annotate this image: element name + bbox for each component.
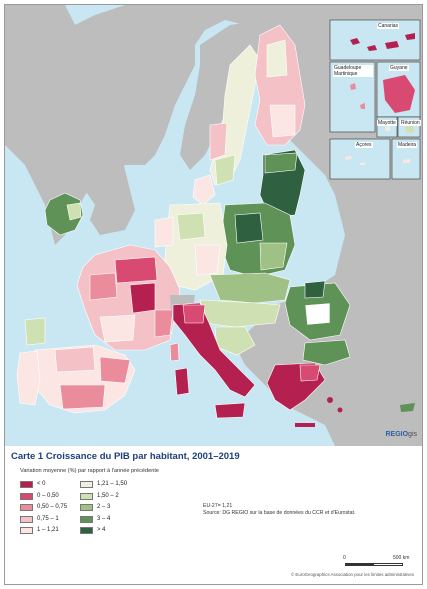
regiogis-brand: REGIOgis [385,431,417,438]
legend-item: 1,21 – 1,50 [80,480,127,489]
brand-regio: REGIO [385,431,409,438]
legend-swatch [80,527,93,534]
inset-label-reunion: Réunion [400,120,421,126]
corsica [169,342,180,362]
inset-label-acores: Açores [355,142,373,148]
legend-swatch [20,492,33,500]
legend-label: 2 – 3 [97,504,111,510]
denmark [192,174,216,206]
scale-end: 500 km [393,555,410,561]
europe-map [5,5,422,446]
portugal [16,350,41,406]
legend-item: 1 – 1,21 [20,526,59,535]
legend-swatch [80,492,93,500]
legend-swatch [80,481,93,488]
sardinia [174,367,190,396]
scale-bar: 0 500 km [341,555,411,569]
inset-label-guadeloupe: Guadeloupe Martinique [333,65,373,77]
uk-land [83,130,135,235]
legend: < 0 0 – 0,50 0,50 – 0,75 0,75 – 1 1 – 1,21 1,… [20,480,240,540]
bulgaria [302,339,351,366]
legend-panel: Carte 1 Croissance du PIB par habitant, … [5,449,422,584]
legend-item: 0 – 0,50 [20,492,59,501]
italy [172,302,256,398]
legend-label: 1,50 – 2 [97,492,119,499]
austria-hungary [199,299,281,328]
legend-swatch [20,515,33,523]
legend-swatch [20,504,33,511]
legend-item: 0,50 – 0,75 [20,503,67,512]
source-block: EU-27= 1,21 Source: DG REGIO sur la base… [203,503,355,517]
ireland [44,192,84,236]
legend-heading: Variation moyenne (%) par rapport à l'an… [20,468,160,474]
legend-swatch [80,515,93,523]
legend-label: 3 – 4 [97,515,111,522]
legend-item: 3 – 4 [80,515,110,524]
legend-label: > 4 [97,527,106,533]
legend-swatch [20,527,33,534]
guyane [383,75,415,113]
eu-average: EU-27= 1,21 [203,503,233,509]
scale-bar-line [345,563,403,566]
legend-swatch [20,481,33,488]
map-canvas: Canarias Guadeloupe Martinique Guyane Ma… [5,5,422,446]
legend-item: 2 – 3 [80,503,110,512]
copyright-note: © EuroGeographics Association pour les l… [290,572,414,577]
inset-label-guyane: Guyane [389,65,409,71]
map-title: Carte 1 Croissance du PIB par habitant, … [11,451,240,462]
legend-item: 0,75 – 1 [20,515,59,524]
legend-label: < 0 [37,481,46,487]
scale-zero: 0 [343,555,346,561]
brand-gis: gis [408,431,417,438]
inset-label-canarias: Canarias [377,23,400,29]
legend-item: 1,50 – 2 [80,492,119,501]
legend-label: 0 – 0,50 [37,492,59,499]
legend-item: > 4 [80,526,106,535]
legend-label: 1,21 – 1,50 [97,481,128,487]
inset-label-madeira: Madeira [397,142,418,148]
czechia-slovakia [209,272,291,304]
sicily [214,402,246,419]
legend-label: 0,75 – 1 [37,515,59,522]
legend-swatch [80,504,93,511]
inset-label-mayotte: Mayotte [377,120,397,126]
source-text: Source: DG REGIO sur la base de données … [203,510,356,516]
legend-label: 0,50 – 0,75 [37,504,68,510]
legend-label: 1 – 1,21 [37,527,59,533]
legend-item: < 0 [20,480,46,489]
